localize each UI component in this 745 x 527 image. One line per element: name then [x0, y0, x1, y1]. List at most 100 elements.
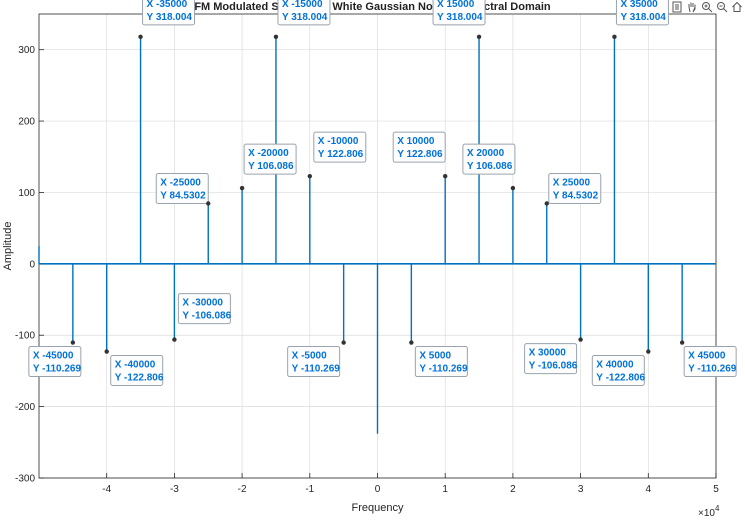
datatip-box	[432, 0, 486, 26]
axes-ticks: -300 -200 -100 0 100 200 300 -4 -3 -2 -1 0 1 2 3 4 5	[15, 45, 719, 495]
datatip-y-label: Y 106.086	[467, 161, 513, 172]
datatip-y-label: Y 318.004	[437, 12, 483, 23]
x-tick-label: -3	[170, 484, 179, 495]
x-tick-label: 1	[442, 484, 448, 495]
datatip-box	[155, 173, 209, 205]
datatip[interactable]: X 35000 Y 318.004	[612, 0, 669, 40]
datatip[interactable]: X -25000 Y 84.5302	[155, 173, 211, 206]
datatip-y-label: Y -122.806	[115, 373, 164, 384]
datatip-marker	[239, 185, 245, 191]
x-tick-label: -1	[305, 484, 314, 495]
datatip-y-label: Y 318.004	[147, 12, 193, 23]
datatip-box	[591, 355, 645, 387]
datatip-x-label: X -25000	[160, 178, 201, 189]
datatip[interactable]: X -45000 Y -110.269	[28, 340, 82, 378]
datatip-x-label: X 40000	[596, 360, 634, 371]
datatip[interactable]: X -5000 Y -110.269	[287, 340, 346, 378]
datatip-y-label: Y 318.004	[620, 12, 666, 23]
datatip-x-label: X 25000	[553, 178, 591, 189]
datatip-marker	[510, 185, 516, 191]
datatip-marker	[443, 173, 448, 179]
x-tick-label: 5	[713, 484, 719, 495]
datatip-y-label: Y 84.5302	[160, 191, 206, 202]
y-tick-label: -300	[15, 474, 35, 485]
x-axis-multiplier-exponent: 4	[715, 504, 720, 513]
datatip[interactable]: X 40000 Y -122.806	[591, 349, 651, 387]
datatip-x-label: X 20000	[467, 148, 505, 159]
datatip-box	[414, 346, 468, 378]
datatip-marker	[646, 349, 651, 354]
datatip-marker	[138, 34, 143, 40]
datatip-box	[462, 143, 516, 175]
datatip-x-label: X 45000	[688, 351, 726, 362]
datatip-box	[683, 346, 737, 378]
datatip[interactable]: X -15000 Y 318.004	[273, 0, 331, 40]
datatip-y-label: Y -106.086	[182, 311, 231, 322]
datatip-box	[243, 143, 297, 175]
datatips: X -45000 Y -110.269 X -40000 Y -122.806 X -3…	[28, 0, 737, 387]
x-tick-label: 0	[375, 484, 381, 495]
datatip-box	[177, 293, 231, 325]
zoom-out-icon[interactable]	[715, 0, 728, 13]
x-tick-label: 3	[578, 484, 584, 495]
y-axis-label: Amplitude	[2, 222, 14, 271]
data-tip-icon[interactable]	[670, 0, 683, 13]
datatip-marker	[476, 34, 482, 40]
datatip-y-label: Y -110.269	[688, 364, 737, 375]
datatip[interactable]: X 15000 Y 318.004	[432, 0, 486, 40]
datatip-x-label: X -45000	[33, 351, 74, 362]
datatip-marker	[70, 340, 76, 345]
datatip[interactable]: X -20000 Y 106.086	[239, 143, 297, 191]
datatip[interactable]: X 20000 Y 106.086	[462, 143, 516, 191]
y-tick-label: 200	[18, 117, 35, 128]
datatip[interactable]: X 30000 Y -106.086	[524, 337, 583, 375]
datatip-marker	[104, 349, 109, 354]
datatip-y-label: Y 84.5302	[553, 191, 599, 202]
datatip-y-label: Y -106.086	[529, 361, 578, 372]
datatip-box	[313, 131, 367, 163]
datatip-box	[615, 0, 669, 26]
datatip[interactable]: X 5000 Y -110.269	[409, 340, 468, 378]
x-axis-label: Frequency	[352, 502, 404, 514]
datatip-marker	[341, 340, 346, 345]
y-tick-label: 0	[29, 259, 35, 270]
y-tick-label: 300	[18, 45, 35, 56]
x-tick-label: 4	[646, 484, 652, 495]
datatip-marker	[544, 201, 549, 206]
datatip-x-label: X -40000	[115, 360, 156, 371]
zoom-in-icon[interactable]	[700, 0, 713, 13]
datatip-x-label: X -5000	[292, 351, 327, 362]
datatip-marker	[206, 201, 211, 206]
datatip[interactable]: X -40000 Y -122.806	[104, 349, 164, 387]
x-axis-multiplier-base: ×10	[698, 508, 715, 519]
datatip-marker	[612, 34, 617, 40]
datatip[interactable]: X -30000 Y -106.086	[172, 293, 232, 342]
datatip-x-label: X 30000	[529, 348, 567, 359]
pan-icon[interactable]	[685, 0, 698, 13]
datatip[interactable]: X 45000 Y -110.269	[679, 340, 737, 378]
datatip-marker	[409, 340, 414, 345]
datatip-y-label: Y 122.806	[397, 149, 443, 160]
datatip[interactable]: X 25000 Y 84.5302	[544, 173, 602, 206]
datatip-box	[277, 0, 331, 26]
datatip-y-label: Y -110.269	[33, 364, 82, 375]
datatip-box	[28, 346, 82, 378]
datatip-marker	[307, 173, 312, 179]
datatip-y-label: Y -110.269	[292, 364, 341, 375]
x-tick-label: -2	[238, 484, 247, 495]
datatip-marker	[679, 340, 685, 345]
datatip-x-label: X 15000	[437, 0, 475, 10]
x-axis-multiplier: ×104	[698, 504, 720, 519]
datatip-x-label: X 5000	[419, 351, 451, 362]
y-tick-label: -100	[15, 331, 35, 342]
datatip-box	[142, 0, 196, 26]
home-icon[interactable]	[730, 0, 743, 13]
datatip-box	[392, 131, 446, 163]
datatip[interactable]: X -35000 Y 318.004	[138, 0, 196, 40]
datatip-x-label: X -10000	[318, 136, 359, 147]
datatip[interactable]: X -10000 Y 122.806	[307, 131, 367, 179]
datatip-marker	[578, 337, 583, 342]
datatip-marker	[172, 337, 177, 342]
datatip[interactable]: X 10000 Y 122.806	[392, 131, 448, 179]
